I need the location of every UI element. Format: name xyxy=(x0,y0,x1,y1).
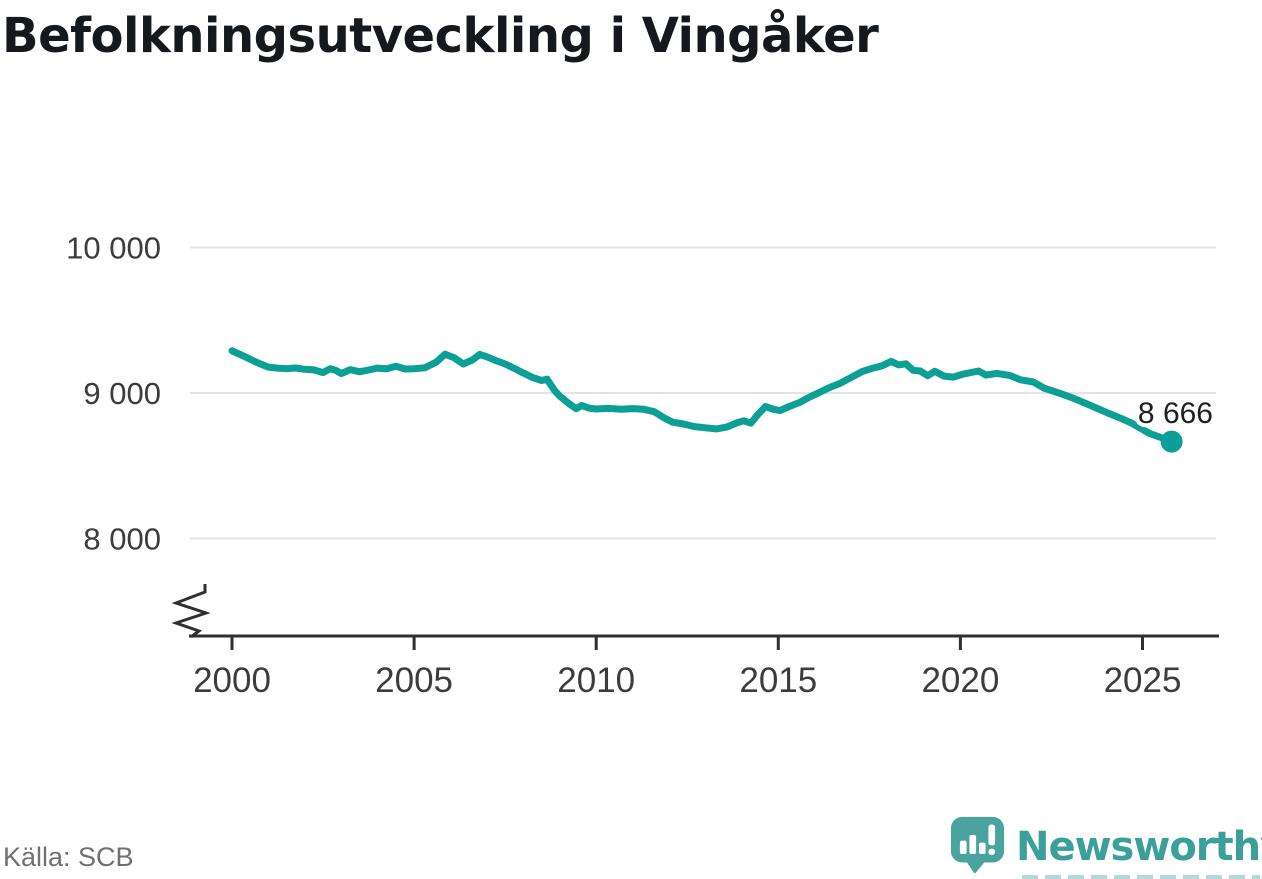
newsworthy-logo-icon xyxy=(949,815,1006,878)
chart-title: Befolkningsutveckling i Vingåker xyxy=(2,8,879,64)
last-value-dot xyxy=(1160,430,1183,453)
x-tick-label: 2000 xyxy=(193,661,271,700)
x-tick-label: 2020 xyxy=(921,661,999,700)
y-tick-label: 9 000 xyxy=(83,376,161,411)
y-tick-label: 8 000 xyxy=(83,522,161,557)
x-tick-label: 2025 xyxy=(1104,661,1182,700)
population-line-series xyxy=(228,347,1176,446)
last-value-label: 8 666 xyxy=(1138,397,1213,430)
cropped-footer-strip xyxy=(1022,875,1260,879)
x-tick-label: 2005 xyxy=(375,661,453,700)
population-line-chart: 10 000 9 000 8 000 2000 2005 2010 2015 2020 2025… xyxy=(66,231,1219,700)
x-tick-label: 2015 xyxy=(739,661,817,700)
x-tick-label: 2010 xyxy=(557,661,635,700)
newsworthy-logo: Newsworthy xyxy=(949,815,1262,878)
source-attribution: Källa: SCB xyxy=(3,842,134,872)
axis-break-zigzag-icon xyxy=(171,584,211,639)
y-tick-label: 10 000 xyxy=(66,231,161,266)
newsworthy-wordmark: Newsworthy xyxy=(1016,823,1262,870)
